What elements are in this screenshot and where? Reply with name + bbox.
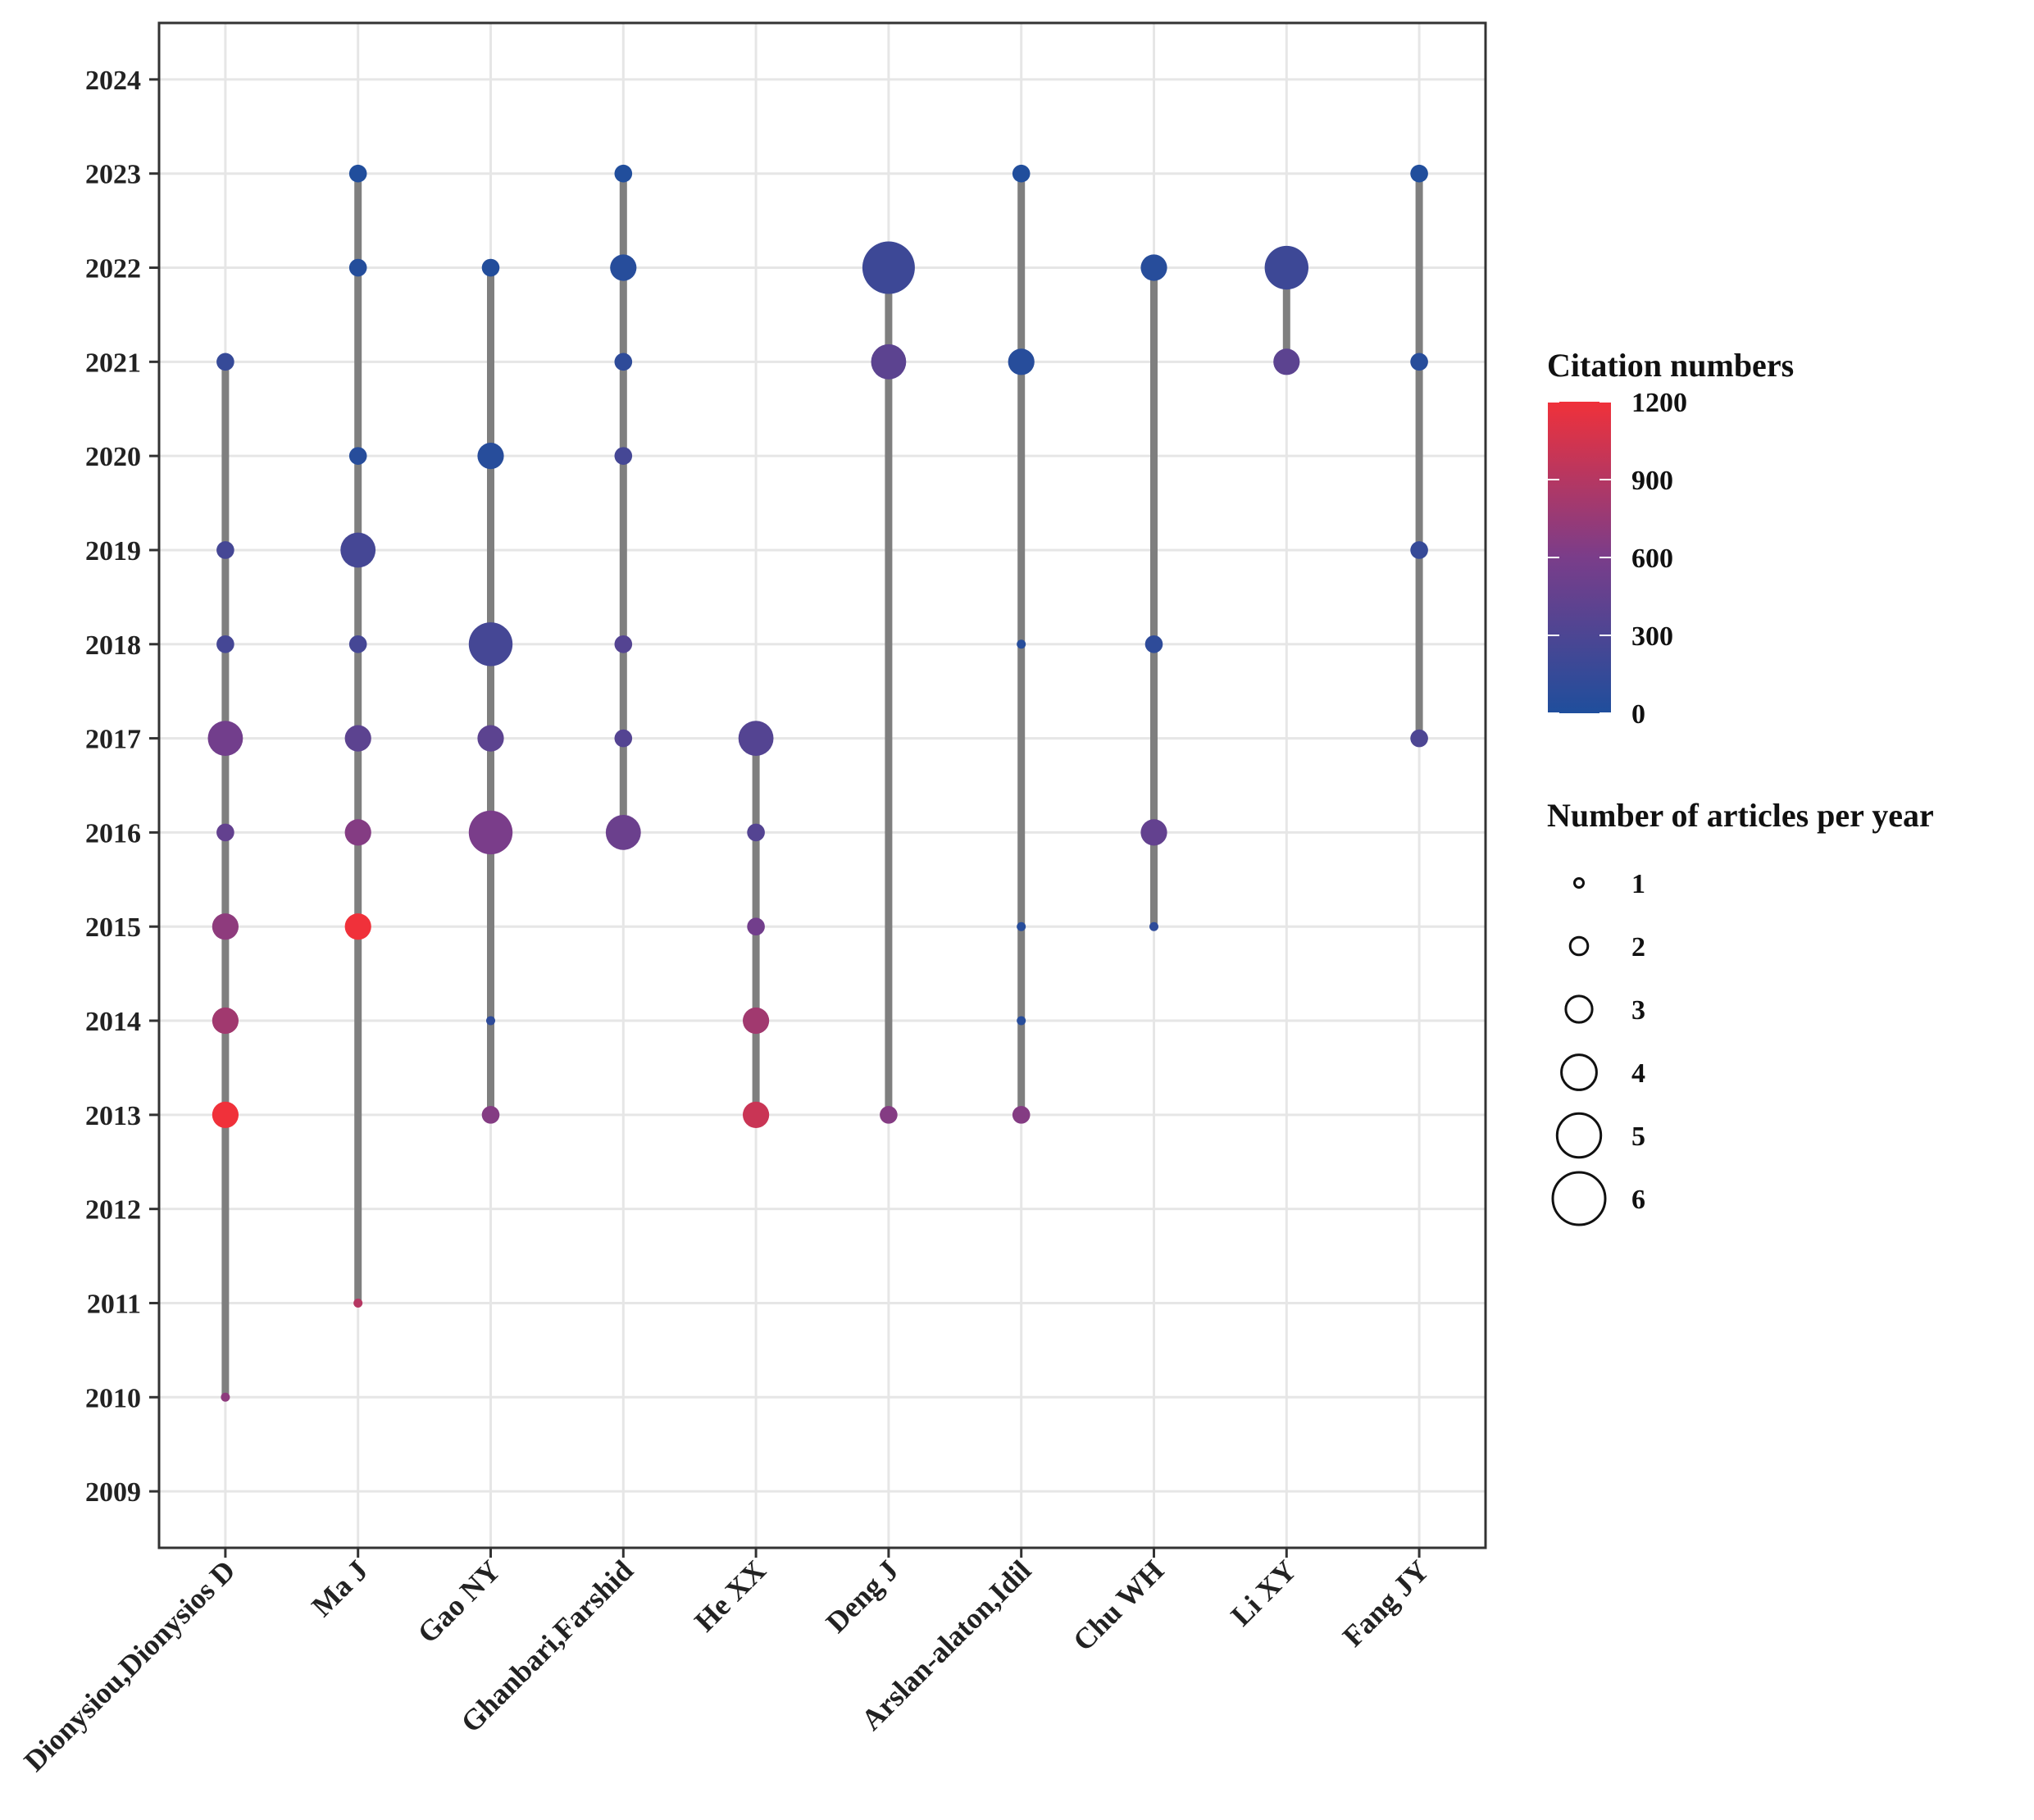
y-tick-label: 2023: [85, 160, 141, 190]
data-point: [1140, 254, 1167, 281]
data-point: [747, 823, 765, 842]
data-point: [477, 443, 504, 470]
colorbar-tick-label: 300: [1631, 621, 1673, 652]
data-point: [743, 1101, 770, 1128]
data-point: [1410, 164, 1428, 183]
size-legend-label: 1: [1631, 869, 1645, 899]
size-legend-circle: [1573, 877, 1585, 889]
plot-panel-border: [157, 21, 1487, 1549]
data-point: [880, 1106, 898, 1124]
data-point: [212, 1007, 239, 1035]
data-point: [1410, 541, 1428, 559]
data-point: [348, 635, 367, 653]
colorbar-tick-label: 1200: [1631, 388, 1687, 418]
y-tick-label: 2012: [85, 1195, 141, 1226]
size-legend-circle: [1560, 1053, 1598, 1091]
y-tick-label: 2013: [85, 1101, 141, 1131]
data-point: [481, 1106, 500, 1124]
point-layer: [207, 164, 1428, 1402]
data-point: [1410, 353, 1428, 371]
data-point: [614, 447, 633, 465]
size-legend-label: 5: [1631, 1122, 1645, 1152]
y-tick-label: 2024: [85, 66, 141, 96]
y-tick-label: 2021: [85, 348, 141, 378]
data-point: [610, 254, 637, 281]
data-point: [605, 815, 641, 850]
colorbar-tick-label: 900: [1631, 466, 1673, 496]
colorbar-ticks: 0 300 600 900 1200: [1548, 388, 1687, 730]
data-point: [216, 541, 234, 559]
y-tick-label: 2010: [85, 1383, 141, 1413]
data-point: [353, 1298, 363, 1308]
y-tick-label: 2019: [85, 536, 141, 566]
size-legend-label: 2: [1631, 932, 1645, 962]
data-point: [1017, 1016, 1026, 1026]
data-point: [344, 913, 371, 940]
data-point: [348, 164, 367, 183]
data-point: [738, 721, 774, 756]
data-point: [862, 241, 915, 294]
color-legend-title: Citation numbers: [1547, 347, 1794, 384]
data-point: [216, 823, 234, 842]
y-tick-label: 2017: [85, 725, 141, 755]
data-point: [1264, 245, 1309, 290]
data-point: [340, 532, 376, 568]
y-tick-label: 2015: [85, 912, 141, 943]
colorbar-tick-label: 0: [1631, 699, 1645, 730]
data-point: [1140, 819, 1167, 846]
size-legend-label: 6: [1631, 1185, 1645, 1215]
data-point: [1017, 639, 1026, 649]
y-tick-label: 2020: [85, 442, 141, 472]
data-point: [212, 913, 239, 940]
data-point: [216, 635, 234, 653]
data-point: [348, 258, 367, 277]
data-point: [481, 258, 500, 277]
y-tick-label: 2009: [85, 1477, 141, 1508]
data-point: [614, 164, 633, 183]
size-legend-label: 3: [1631, 995, 1645, 1026]
data-point: [743, 1007, 770, 1035]
y-tick-label: 2018: [85, 630, 141, 661]
data-point: [344, 819, 371, 846]
data-point: [614, 353, 633, 371]
data-point: [1144, 635, 1163, 653]
data-point: [207, 721, 243, 756]
data-point: [1149, 921, 1158, 931]
size-legend-items: 1 2 3 4 5 6: [1551, 869, 1645, 1226]
data-point: [477, 725, 504, 752]
data-point: [468, 622, 513, 667]
data-point: [614, 635, 633, 653]
size-legend-circle: [1555, 1112, 1603, 1159]
data-point: [747, 917, 765, 936]
data-point: [216, 353, 234, 371]
data-point: [871, 344, 907, 380]
legend: Citation numbers 0 300 600 900 1200 Number o…: [1547, 347, 1934, 1226]
size-legend-circle: [1564, 994, 1594, 1024]
y-tick-label: 2014: [85, 1007, 141, 1037]
data-point: [614, 729, 633, 748]
data-point: [212, 1101, 239, 1128]
size-legend-label: 4: [1631, 1058, 1645, 1089]
y-axis: 2009 2010 2011 2012 2013 2014 2015 2016 2017 2018…: [85, 66, 159, 1508]
size-legend-circle: [1568, 935, 1590, 957]
data-point: [1410, 729, 1428, 748]
colorbar-tick-label: 600: [1631, 544, 1673, 574]
data-point: [1012, 1106, 1031, 1124]
y-tick-label: 2022: [85, 254, 141, 284]
data-point: [1273, 348, 1300, 375]
y-tick-label: 2016: [85, 818, 141, 849]
y-tick-label: 2011: [87, 1289, 141, 1319]
data-point: [1008, 348, 1035, 375]
data-point: [468, 810, 513, 855]
data-point: [486, 1016, 495, 1026]
size-legend-circle: [1551, 1171, 1607, 1226]
size-legend-title: Number of articles per year: [1547, 797, 1934, 834]
data-point: [1017, 921, 1026, 931]
data-point: [1012, 164, 1031, 183]
data-point: [348, 447, 367, 465]
data-point: [344, 725, 371, 752]
data-point: [221, 1392, 230, 1402]
